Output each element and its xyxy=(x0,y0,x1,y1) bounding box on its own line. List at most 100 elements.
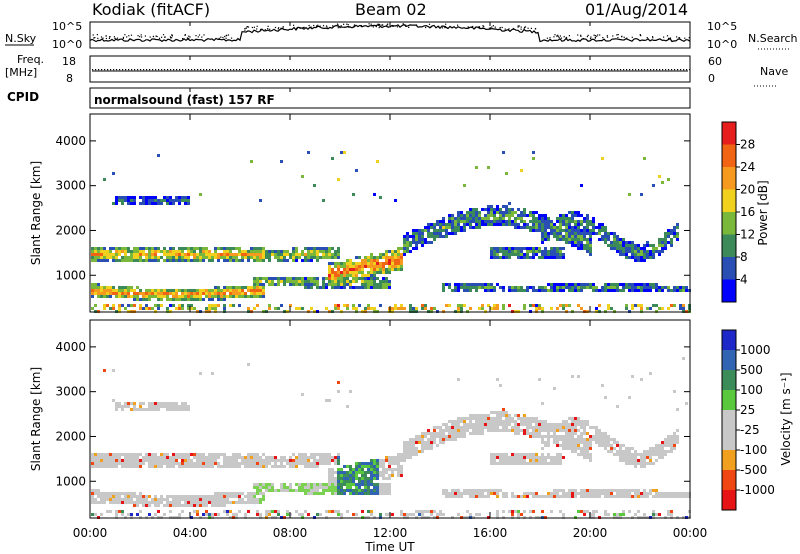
velocity-cell xyxy=(202,495,205,498)
velocity-cell xyxy=(301,456,304,459)
power-cell xyxy=(487,286,490,289)
velocity-cell xyxy=(91,501,94,504)
power-cell xyxy=(328,253,331,256)
velocity-cell xyxy=(577,510,580,513)
power-cell xyxy=(448,232,451,235)
power-cell xyxy=(256,253,259,256)
power-cell xyxy=(646,241,649,244)
velocity-colorbar-tick-label: -25 xyxy=(740,423,760,437)
velocity-cell xyxy=(103,459,106,462)
velocity-cell xyxy=(331,486,334,489)
velocity-cell xyxy=(205,459,208,462)
power-cell xyxy=(520,217,523,220)
velocity-cell xyxy=(181,465,184,468)
velocity-cell xyxy=(613,447,616,450)
power-cell xyxy=(286,250,289,253)
nsearch-point xyxy=(668,37,670,39)
velocity-cell xyxy=(364,480,367,483)
power-cell xyxy=(199,253,202,256)
beam-title: Beam 02 xyxy=(355,0,427,19)
velocity-cell xyxy=(352,513,355,516)
velocity-cell xyxy=(172,405,175,408)
velocity-cell xyxy=(382,483,385,486)
nave-point xyxy=(650,69,652,71)
velocity-cell xyxy=(304,486,307,489)
velocity-cell xyxy=(514,426,517,429)
power-cell xyxy=(121,202,124,205)
power-cell xyxy=(217,289,220,292)
velocity-cell xyxy=(364,483,367,486)
nave-point xyxy=(581,69,583,71)
velocity-cell xyxy=(91,453,94,456)
velocity-cell xyxy=(634,450,637,453)
velocity-cell xyxy=(127,459,130,462)
power-cell xyxy=(148,256,151,259)
velocity-cell xyxy=(367,471,370,474)
power-cell xyxy=(250,289,253,292)
velocity-cell xyxy=(556,435,559,438)
power-cell xyxy=(652,250,655,253)
power-cell xyxy=(229,247,232,250)
velocity-cell xyxy=(520,456,523,459)
power-cell xyxy=(352,193,355,196)
velocity-cell xyxy=(661,492,664,495)
velocity-cell xyxy=(541,495,544,498)
velocity-cell xyxy=(670,438,673,441)
velocity-cell xyxy=(349,474,352,477)
power-cell xyxy=(637,244,640,247)
power-colorbar-swatch xyxy=(722,122,736,145)
power-cell xyxy=(370,307,373,310)
power-cell xyxy=(130,199,133,202)
power-cell xyxy=(223,307,226,310)
power-cell xyxy=(184,202,187,205)
date-title: 01/Aug/2014 xyxy=(585,0,688,19)
velocity-cell xyxy=(103,456,106,459)
nsearch-point xyxy=(319,25,321,27)
nsearch-point xyxy=(149,36,151,38)
velocity-cell xyxy=(247,459,250,462)
power-cell xyxy=(673,226,676,229)
velocity-cell xyxy=(535,453,538,456)
power-cell xyxy=(256,280,259,283)
velocity-cell xyxy=(586,453,589,456)
power-cell xyxy=(589,244,592,247)
nave-point xyxy=(209,69,211,71)
velocity-cell xyxy=(187,504,190,507)
power-cell xyxy=(169,289,172,292)
velocity-cell xyxy=(421,447,424,450)
velocity-cell xyxy=(577,375,580,378)
velocity-cell xyxy=(223,492,226,495)
velocity-cell xyxy=(583,492,586,495)
power-cell xyxy=(649,244,652,247)
velocity-cell xyxy=(619,495,622,498)
power-cell xyxy=(145,289,148,292)
power-cell xyxy=(184,295,187,298)
velocity-cell xyxy=(124,459,127,462)
velocity-colorbar-swatch xyxy=(722,490,736,510)
power-cell xyxy=(481,286,484,289)
velocity-cell xyxy=(211,495,214,498)
power-cell xyxy=(226,295,229,298)
power-cell xyxy=(379,256,382,259)
velocity-cell xyxy=(565,441,568,444)
velocity-cell xyxy=(127,453,130,456)
nave-point xyxy=(539,69,541,71)
velocity-cell xyxy=(94,462,97,465)
nave-point xyxy=(203,69,205,71)
velocity-cell xyxy=(658,450,661,453)
velocity-cell xyxy=(490,492,493,495)
velocity-cell xyxy=(466,429,469,432)
velocity-cell xyxy=(94,492,97,495)
velocity-cell xyxy=(94,498,97,501)
velocity-cell xyxy=(427,429,430,432)
power-cell xyxy=(487,211,490,214)
power-cell xyxy=(499,247,502,250)
velocity-cell xyxy=(199,456,202,459)
velocity-cell xyxy=(469,426,472,429)
velocity-cell xyxy=(541,429,544,432)
power-cell xyxy=(469,307,472,310)
velocity-cell xyxy=(103,465,106,468)
nsearch-point xyxy=(523,28,525,30)
velocity-cell xyxy=(571,489,574,492)
power-cell xyxy=(352,265,355,268)
